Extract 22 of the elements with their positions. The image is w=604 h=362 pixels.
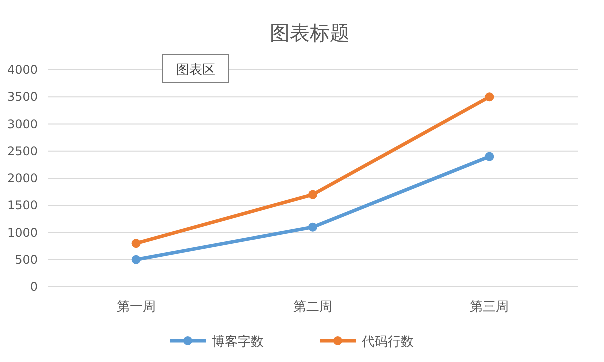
point: [132, 255, 141, 264]
point: [485, 152, 494, 162]
point: [132, 239, 141, 248]
point: [485, 92, 494, 102]
y-tick-label: 1500: [7, 198, 38, 213]
chart-title: 图表标题: [270, 21, 350, 45]
y-tick-label: 3000: [7, 117, 38, 132]
legend-label: 博客字数: [212, 334, 264, 350]
x-tick-label: 第一周: [116, 300, 156, 315]
point: [308, 190, 318, 200]
annotation: 图表区: [176, 63, 216, 78]
y-tick-label: 2000: [7, 172, 38, 186]
legend-label: 代码行数: [361, 335, 414, 350]
y-tick-label: 4000: [7, 63, 38, 77]
y-tick-label: 3500: [7, 90, 38, 104]
point: [308, 222, 318, 232]
x-tick-label: 第二周: [294, 300, 332, 315]
y-tick-label: 1000: [7, 226, 38, 240]
y-tick-label: 500: [15, 252, 38, 267]
y-tick-label: 0: [30, 280, 38, 294]
x-tick-label: 第三周: [470, 300, 510, 315]
y-tick-label: 2500: [7, 144, 38, 158]
